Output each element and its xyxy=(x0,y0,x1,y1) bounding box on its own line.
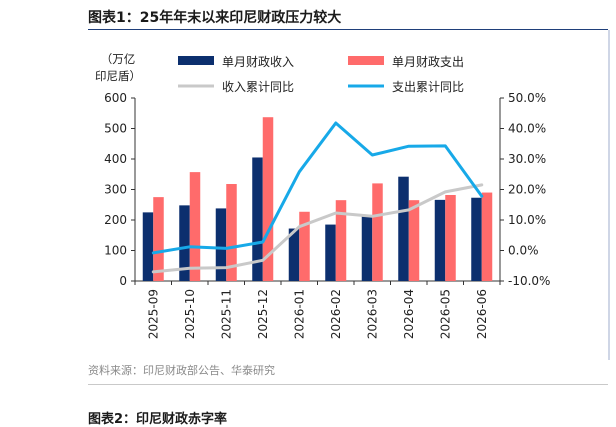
x-tick-label: 2025-12 xyxy=(256,289,270,339)
x-tick-label: 2026-03 xyxy=(365,289,379,339)
x-tick-label: 2026-01 xyxy=(292,289,306,339)
source-note: 资料来源：印尼财政部公告、华泰研究 xyxy=(88,364,275,377)
bar-revenue xyxy=(288,228,300,281)
bar-expenditure xyxy=(299,211,310,281)
bar-revenue xyxy=(398,176,409,281)
figure-title: 图表1：25年年末以来印尼财政压力较大 xyxy=(88,10,342,26)
legend-label: 单月财政收入 xyxy=(222,55,294,69)
bar-revenue xyxy=(361,215,373,281)
y2-tick-label: 30.0% xyxy=(508,152,546,166)
bar-expenditure xyxy=(445,194,456,281)
legend-swatch xyxy=(348,56,384,65)
legend-label: 单月财政支出 xyxy=(392,55,464,69)
y-tick-label: 500 xyxy=(104,122,127,136)
bar-revenue xyxy=(471,197,482,281)
line-revenue-yoy xyxy=(151,183,484,274)
y-tick-label: 300 xyxy=(104,183,127,197)
y2-tick-label: 0.0% xyxy=(508,244,539,258)
legend-swatch xyxy=(178,56,214,65)
y2-tick-label: -10.0% xyxy=(508,274,550,288)
x-tick-label: 2025-10 xyxy=(183,289,197,339)
y2-tick-label: 50.0% xyxy=(508,91,546,105)
bar-expenditure xyxy=(372,183,383,281)
bar-revenue xyxy=(179,205,190,281)
next-figure-caption: 图表2：印尼财政赤字率 xyxy=(88,412,228,427)
x-tick-label: 2026-05 xyxy=(438,289,452,339)
line-expenditure-yoy xyxy=(151,121,484,255)
bar-expenditure xyxy=(262,117,274,281)
bar-expenditure xyxy=(335,200,347,281)
y-axis-unit-label: （万亿 xyxy=(101,52,136,66)
legend-label: 支出累计同比 xyxy=(392,80,464,94)
x-tick-label: 2025-09 xyxy=(146,289,160,339)
y-tick-label: 600 xyxy=(104,91,127,105)
x-tick-label: 2026-04 xyxy=(402,289,416,339)
bar-expenditure xyxy=(153,197,164,281)
bar-revenue xyxy=(252,157,263,281)
bar-expenditure xyxy=(226,184,237,281)
x-tick-label: 2026-06 xyxy=(475,289,489,339)
y-tick-label: 200 xyxy=(104,213,127,227)
y2-tick-label: 10.0% xyxy=(508,213,546,227)
x-tick-label: 2025-11 xyxy=(219,289,233,339)
y2-tick-label: 40.0% xyxy=(508,122,546,136)
x-tick-label: 2026-02 xyxy=(329,289,343,339)
bar-revenue xyxy=(215,208,227,281)
bar-revenue xyxy=(142,212,154,281)
bar-revenue xyxy=(325,224,336,281)
bar-expenditure xyxy=(189,172,201,281)
y-tick-label: 400 xyxy=(104,152,127,166)
legend-label: 收入累计同比 xyxy=(222,80,294,94)
y-axis-unit-label: 印尼盾） xyxy=(95,69,141,83)
bar-expenditure xyxy=(408,200,420,281)
bar-expenditure xyxy=(481,192,493,281)
adjacent-panel-edge xyxy=(608,30,610,360)
plot-area: 600 500 400 300 200 100 0 50.0% 40.0% 30.0% 20.0% 1… xyxy=(95,52,550,339)
y-tick-label: 0 xyxy=(119,274,127,288)
y-tick-label: 100 xyxy=(104,244,127,258)
y2-tick-label: 20.0% xyxy=(508,183,546,197)
title-divider xyxy=(88,29,608,30)
bar-revenue xyxy=(434,199,446,281)
source-divider xyxy=(88,384,608,385)
